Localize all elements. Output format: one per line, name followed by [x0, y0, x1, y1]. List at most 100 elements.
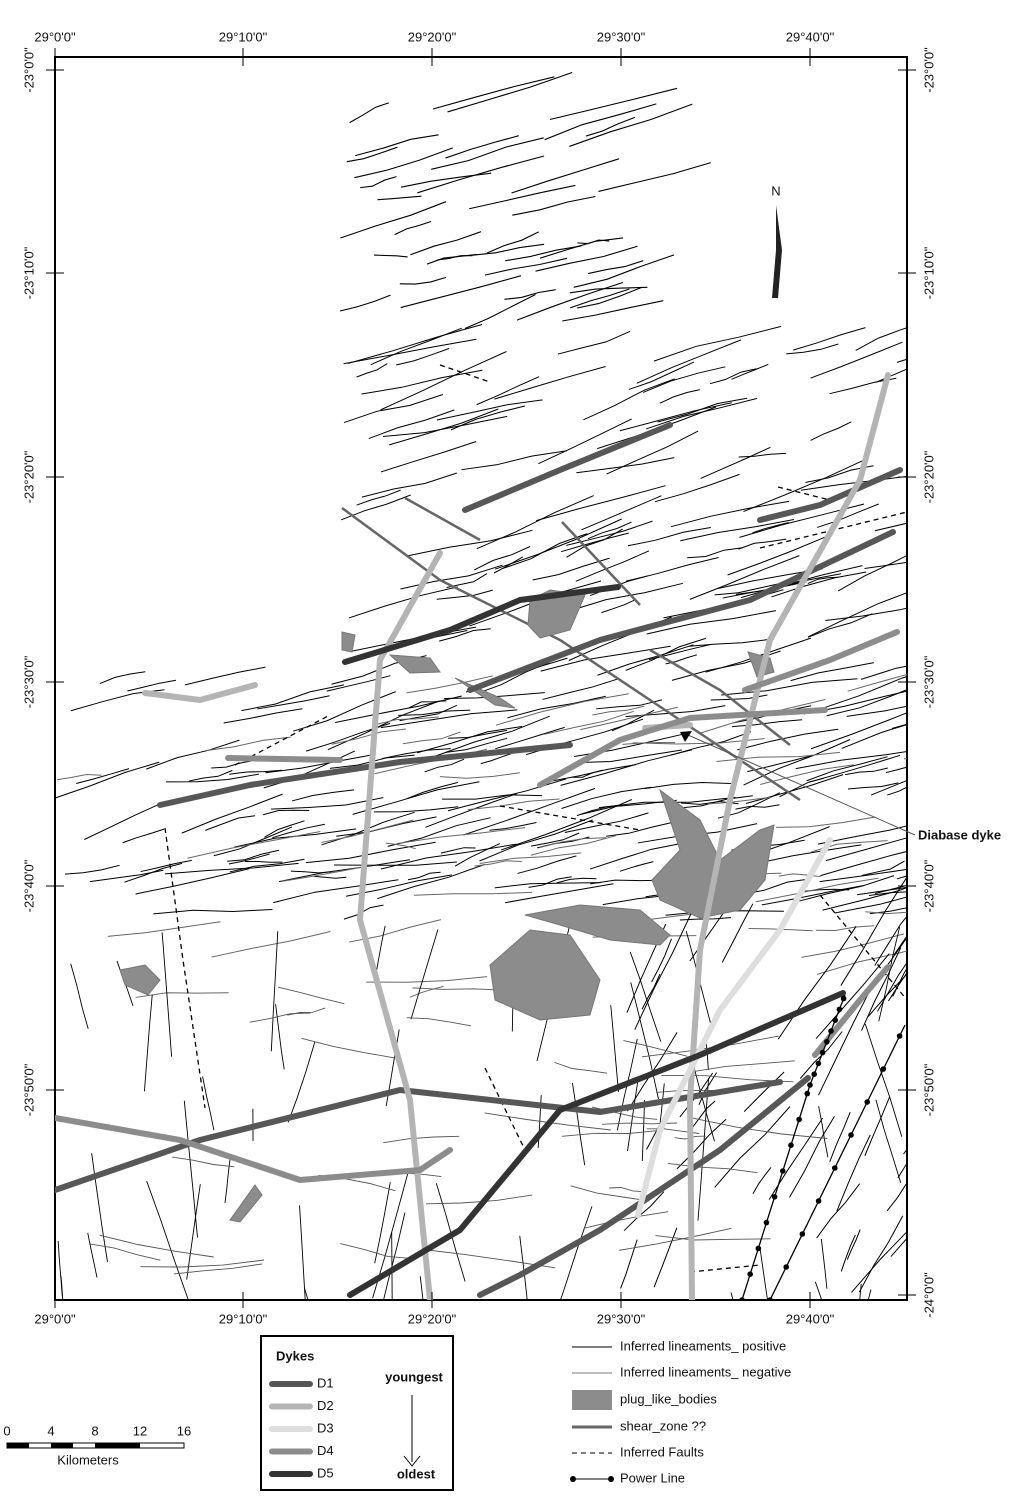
lineament: [575, 749, 682, 764]
lineament: [576, 805, 624, 817]
lineament: [143, 994, 153, 1092]
lineament: [332, 728, 406, 745]
lineament: [186, 1184, 201, 1280]
dyke: [347, 990, 846, 1298]
lineament: [406, 781, 459, 800]
lineament: [271, 797, 384, 810]
lineament: [272, 823, 325, 839]
lineament: [865, 911, 907, 915]
lineament: [64, 864, 120, 875]
bottom-label: 29°20'0": [408, 1311, 457, 1326]
lineament: [374, 1182, 391, 1264]
lineament: [400, 172, 492, 188]
lineament: [122, 828, 165, 844]
power-pole: [832, 1165, 838, 1171]
lineament: [164, 862, 299, 875]
scale-unit: Kilometers: [57, 1452, 119, 1467]
lineament: [87, 1232, 98, 1278]
plug-body: [454, 677, 516, 709]
legend-oldest: oldest: [397, 1466, 436, 1481]
lineament: [173, 1263, 263, 1275]
lineament: [886, 937, 907, 967]
north-label: N: [771, 183, 780, 198]
lineament: [560, 532, 629, 553]
lineament: [146, 1180, 189, 1300]
lineament: [368, 409, 455, 440]
lineament: [389, 408, 499, 446]
left-label: -23°30'0": [21, 655, 36, 708]
lineament: [407, 871, 441, 881]
power-pole: [819, 1049, 826, 1056]
lineament: [381, 748, 451, 760]
lineament: [817, 825, 907, 845]
plug-body: [388, 654, 441, 674]
lineament: [606, 821, 674, 837]
lineament: [598, 162, 711, 192]
lineament: [721, 903, 754, 963]
right-label: -23°50'0": [921, 1063, 936, 1116]
lineament: [825, 607, 907, 622]
power-pole: [848, 1132, 854, 1138]
lineament: [410, 929, 439, 1020]
lineament: [818, 987, 872, 1096]
lineament: [892, 967, 907, 997]
power-pole: [771, 1194, 778, 1200]
lineament: [439, 772, 520, 779]
lineament: [634, 911, 693, 1030]
lineament: [653, 325, 782, 362]
lineament: [544, 710, 634, 735]
lineament: [400, 564, 503, 590]
dyke: [357, 550, 443, 1300]
lineament: [165, 773, 259, 783]
lineament: [377, 864, 485, 900]
lineament: [874, 915, 907, 966]
dyke: [687, 372, 891, 1300]
scale-label: 16: [177, 1423, 191, 1438]
left-label: -23°10'0": [21, 246, 36, 299]
lineament: [670, 500, 790, 528]
lineament: [99, 671, 146, 685]
lineament: [539, 837, 607, 849]
lineament: [738, 452, 786, 458]
lineament: [273, 879, 399, 904]
lineament: [435, 715, 550, 757]
lineament: [786, 343, 839, 355]
lineament: [436, 399, 543, 421]
lineament: [691, 1060, 795, 1073]
lineament: [454, 843, 501, 867]
lineament: [569, 288, 630, 309]
lineament: [265, 754, 374, 774]
lineament: [875, 368, 907, 383]
lineament: [140, 859, 192, 873]
lineament: [480, 752, 514, 765]
lineament: [841, 724, 907, 749]
lineament: [530, 835, 617, 856]
lineament: [291, 789, 355, 802]
lineament: [738, 538, 787, 550]
lineament: [758, 844, 862, 864]
top-label: 29°20'0": [408, 29, 457, 44]
power-pole: [824, 1039, 830, 1045]
lineament: [227, 849, 280, 862]
lineament: [383, 415, 508, 437]
lineament: [815, 925, 875, 932]
power-pole: [864, 1099, 870, 1105]
legend-label: D3: [317, 1420, 334, 1435]
lineament: [714, 1106, 791, 1188]
lineament: [400, 275, 522, 309]
lineament: [413, 891, 533, 896]
legend-label: D5: [317, 1465, 334, 1480]
dyke: [812, 964, 891, 1058]
lineament: [348, 586, 458, 619]
lineament: [654, 473, 740, 503]
lineament: [495, 693, 629, 726]
lineament: [826, 689, 907, 717]
lineament: [897, 1162, 907, 1179]
lineament: [181, 793, 283, 834]
lineament: [816, 1183, 861, 1239]
legend-item: Inferred lineaments_ positive: [620, 1338, 786, 1353]
lineament: [589, 842, 683, 870]
left-label: -23°0'0": [21, 47, 36, 93]
lineament: [646, 610, 776, 635]
lineament: [572, 1082, 586, 1166]
